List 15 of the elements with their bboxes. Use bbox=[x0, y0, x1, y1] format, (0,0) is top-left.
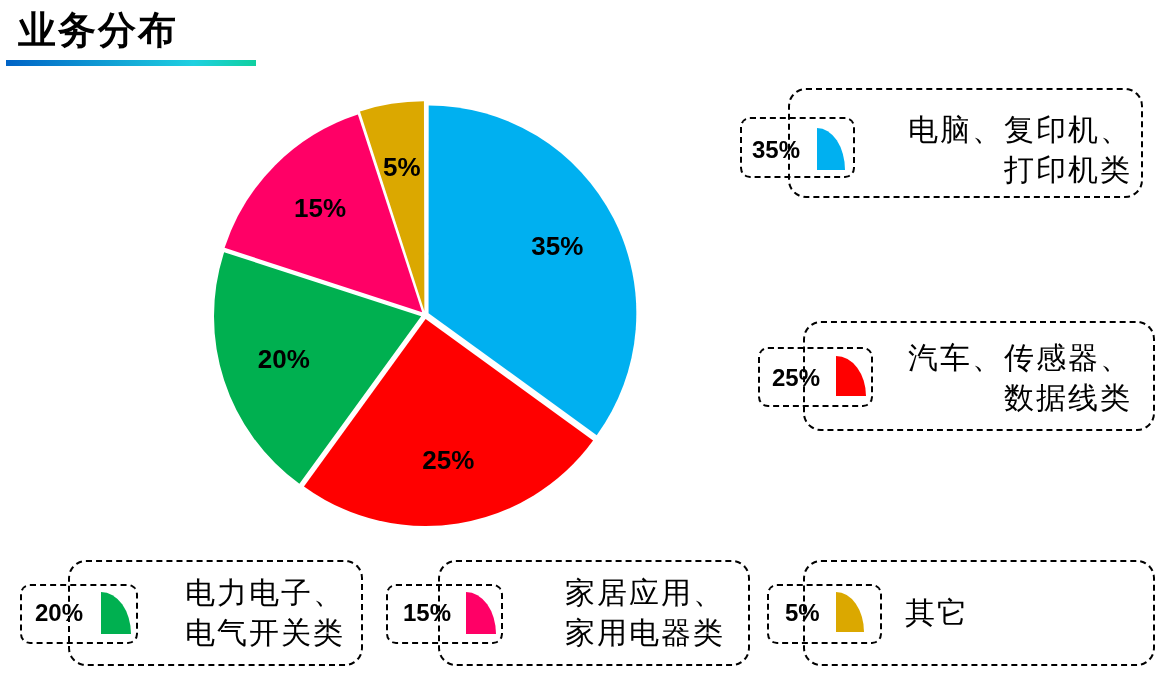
data-label: 20% bbox=[257, 344, 310, 375]
text: 25% bbox=[772, 364, 821, 391]
text: 15% bbox=[403, 599, 452, 626]
legend-label: 电脑、复印机、打印机类 bbox=[907, 111, 1132, 189]
data-label: 5% bbox=[382, 151, 421, 182]
legend-label: 其它 bbox=[905, 594, 969, 632]
legend-label: 汽车、传感器、数据线类 bbox=[907, 339, 1132, 417]
data-label: 35% bbox=[531, 230, 584, 261]
data-label: 25% bbox=[422, 444, 475, 475]
legend-label: 电力电子、电气开关类 bbox=[184, 574, 345, 652]
data-label: 15% bbox=[293, 193, 347, 224]
text: 35% bbox=[752, 136, 801, 163]
text: 5% bbox=[785, 599, 820, 626]
chart-title: 业务分布 bbox=[18, 7, 178, 54]
legend-label: 家居应用、家用电器类 bbox=[564, 574, 725, 652]
